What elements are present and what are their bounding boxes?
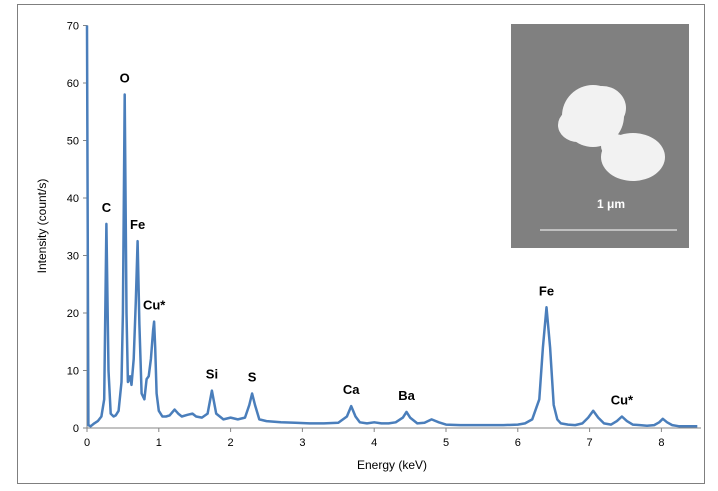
peak-label: Ba (398, 388, 415, 403)
spectrum-series-line (85, 25, 698, 428)
x-tick-label: 2 (228, 437, 234, 449)
x-tick-label: 8 (658, 437, 664, 449)
peak-label: Ca (343, 382, 360, 397)
scale-bar-label: 1 μm (597, 197, 625, 211)
x-tick-label: 1 (156, 437, 162, 449)
peak-label: C (102, 200, 112, 215)
peak-label: Fe (130, 217, 145, 232)
sem-inset-image: 1 μm (511, 24, 689, 248)
y-axis-label: Intensity (count/s) (35, 179, 49, 274)
y-axis-ticks: 0 10 20 30 40 50 60 70 (67, 21, 87, 435)
x-tick-label: 3 (299, 437, 305, 449)
y-tick-label: 30 (67, 251, 79, 263)
y-tick-label: 50 (67, 136, 79, 148)
peak-labels: C O Fe Cu* Si S Ca Ba Fe Cu* (102, 71, 634, 408)
y-tick-label: 70 (67, 21, 79, 33)
y-tick-label: 10 (67, 366, 79, 378)
peak-label: Cu* (143, 298, 166, 313)
peak-label: Si (206, 367, 218, 382)
x-tick-label: 0 (84, 437, 90, 449)
y-tick-label: 60 (67, 78, 79, 90)
x-axis-label: Energy (keV) (357, 458, 427, 472)
x-tick-label: 6 (515, 437, 521, 449)
peak-label: O (120, 71, 130, 86)
peak-label: Cu* (611, 393, 634, 408)
x-tick-label: 7 (587, 437, 593, 449)
y-tick-label: 20 (67, 308, 79, 320)
x-tick-label: 4 (371, 437, 377, 449)
x-tick-label: 5 (443, 437, 449, 449)
y-tick-label: 0 (73, 423, 79, 435)
x-axis-ticks: 0 1 2 3 4 5 6 7 8 (84, 428, 664, 449)
y-tick-label: 40 (67, 193, 79, 205)
peak-label: Fe (539, 283, 554, 298)
peak-label: S (248, 370, 257, 385)
particle-image (558, 85, 665, 181)
